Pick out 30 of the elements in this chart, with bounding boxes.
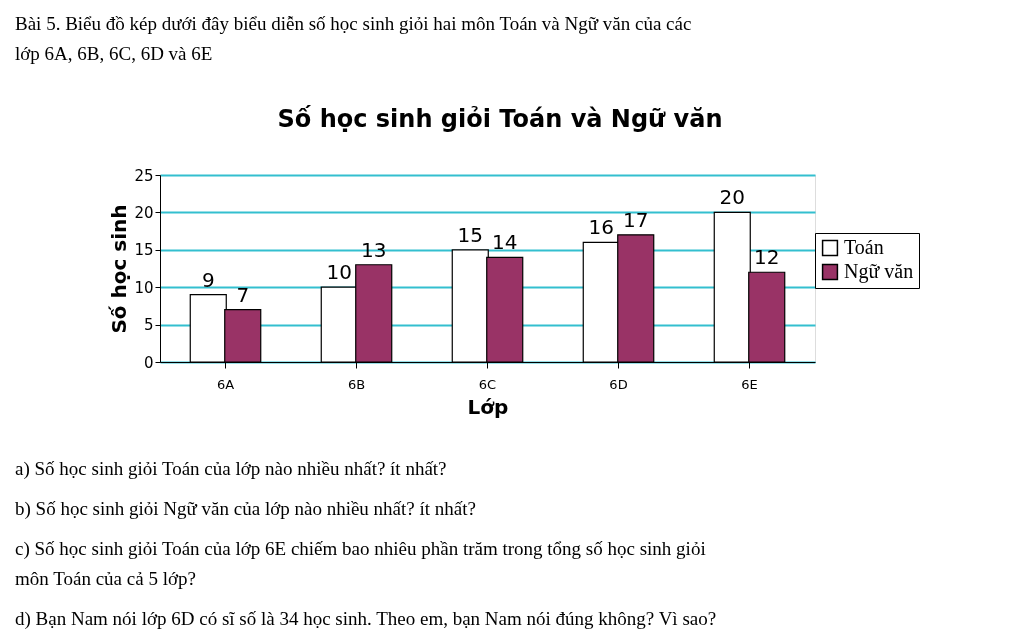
- data-label: 7: [236, 282, 250, 307]
- y-axis-title: Số học sinh: [107, 204, 132, 334]
- data-label: 15: [457, 222, 483, 247]
- x-tick-label: 6A: [216, 376, 235, 392]
- y-tick-label: 20: [134, 203, 154, 222]
- legend-label: Ngữ văn: [844, 260, 914, 283]
- text: c) Số học sinh giỏi Toán của lớp 6E chiếm bao nhiêu phần trăm trong tổng số học sinh giỏi môn Toán của cả 5 lớp?: [15, 538, 706, 589]
- data-label: 17: [623, 207, 649, 232]
- x-tick-label: 6C: [478, 376, 497, 392]
- text: a) Số học sinh giỏi Toán của lớp nào nhiều nhất? ít nhất?: [15, 458, 447, 480]
- y-tick-label: 0: [143, 353, 154, 372]
- legend-label: Toán: [844, 236, 884, 258]
- x-tick-label: 6B: [347, 376, 366, 392]
- y-tick-label: 5: [143, 316, 154, 335]
- y-tick-label: 10: [134, 278, 154, 297]
- data-label: 12: [754, 245, 780, 270]
- data-label: 9: [201, 267, 215, 292]
- chart-title: Số học sinh giỏi Toán và Ngữ văn: [277, 105, 723, 133]
- x-tick-label: 6D: [609, 376, 628, 392]
- data-label: 20: [719, 185, 745, 210]
- text: b) Số học sinh giỏi Ngữ văn của lớp nào nhiều nhất? ít nhất?: [15, 498, 476, 520]
- data-label: 14: [492, 230, 518, 255]
- data-label: 10: [326, 260, 352, 285]
- text: Bài 5. Biểu đồ kép dưới đây biểu diễn số học sinh giỏi hai môn Toán và Ngữ văn của các lớp 6A, 6B, 6C, 6D và 6E: [15, 13, 692, 64]
- y-tick-label: 15: [134, 241, 154, 260]
- x-tick-label: 6E: [741, 376, 758, 392]
- y-tick-label: 25: [134, 166, 154, 185]
- data-label: 16: [588, 215, 614, 240]
- x-axis-title: Lớp: [467, 394, 509, 419]
- text: d) Bạn Nam nói lớp 6D có sĩ số là 34 học sinh. Theo em, bạn Nam nói đúng không? Vì sao?: [15, 608, 717, 630]
